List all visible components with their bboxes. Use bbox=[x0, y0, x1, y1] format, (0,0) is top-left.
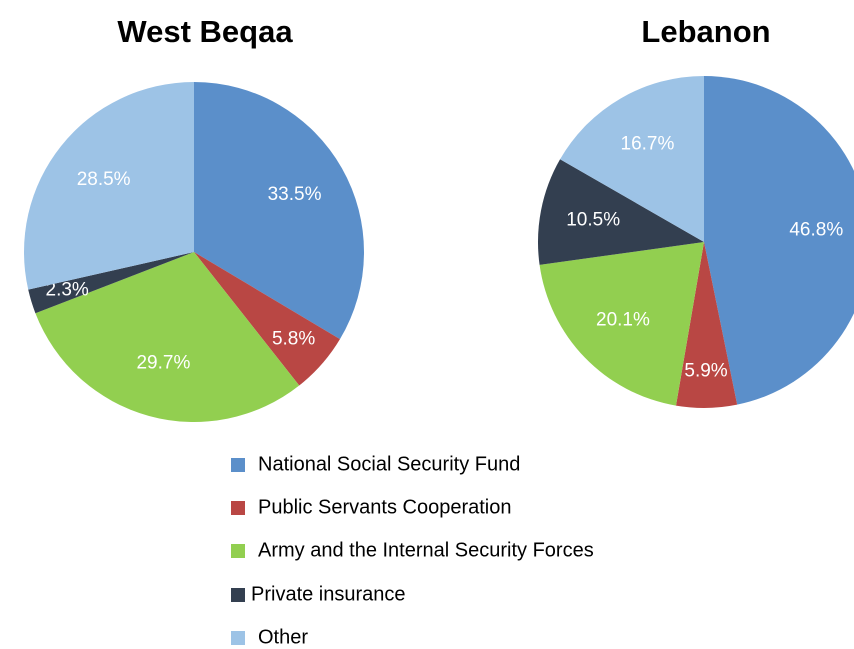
value-label: 28.5% bbox=[77, 169, 131, 190]
legend-swatch bbox=[231, 631, 245, 645]
pie-slice bbox=[35, 252, 300, 422]
chart-title: West Beqaa bbox=[117, 14, 293, 49]
legend-label: Army and the Internal Security Forces bbox=[258, 539, 594, 561]
pie-slice bbox=[194, 252, 340, 386]
value-label: 20.1% bbox=[596, 310, 650, 331]
value-label: 5.9% bbox=[684, 360, 727, 381]
value-label: 29.7% bbox=[136, 353, 190, 374]
legend-label: Other bbox=[258, 626, 308, 648]
legend: National Social Security Fund Public Serv… bbox=[231, 453, 594, 648]
legend-swatch bbox=[231, 501, 245, 515]
legend-swatch bbox=[231, 458, 245, 472]
legend-label: National Social Security Fund bbox=[258, 453, 520, 475]
chart-title: Lebanon bbox=[641, 14, 770, 49]
pie-slice bbox=[539, 242, 704, 406]
value-label: 2.3% bbox=[46, 280, 89, 301]
value-label: 5.8% bbox=[272, 329, 315, 350]
value-label: 46.8% bbox=[789, 220, 843, 241]
legend-swatch bbox=[231, 588, 245, 602]
pie-slice bbox=[704, 76, 854, 405]
pie-slice bbox=[560, 76, 704, 242]
legend-swatch bbox=[231, 544, 245, 558]
pies: West Beqaa 33.5% 5.8% 29.7% 2.3% 28.5% Lebanon… bbox=[24, 14, 854, 422]
legend-label: Public Servants Cooperation bbox=[258, 496, 511, 518]
pie-slice bbox=[24, 82, 195, 290]
pie-slice bbox=[28, 252, 194, 314]
pie-slice bbox=[194, 82, 364, 340]
value-label: 33.5% bbox=[268, 184, 322, 205]
legend-label: Private insurance bbox=[251, 583, 406, 605]
pie-slice bbox=[537, 159, 704, 265]
value-label: 16.7% bbox=[621, 133, 675, 154]
pie-slice bbox=[675, 242, 738, 408]
value-label: 10.5% bbox=[566, 210, 620, 231]
